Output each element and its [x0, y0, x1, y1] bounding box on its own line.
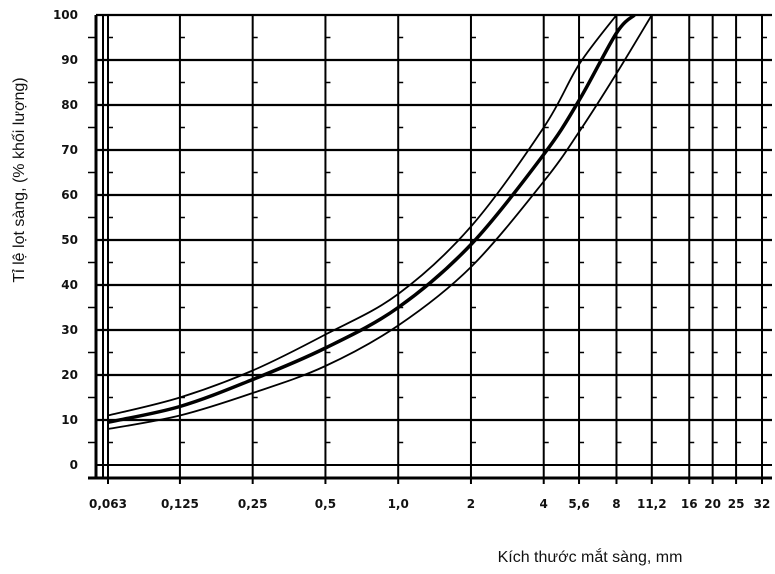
series-group [107, 15, 653, 430]
y-tick-label: 70 [61, 143, 78, 157]
y-tick-label: 30 [61, 323, 78, 337]
y-tick-label: 10 [61, 413, 78, 427]
x-tick-label: 11,2 [637, 497, 667, 511]
y-tick-label: 80 [61, 98, 78, 112]
y-tick-label: 0 [70, 458, 78, 472]
x-tick-label: 32 [754, 497, 771, 511]
x-tick-label: 2 [467, 497, 475, 511]
series-line-1 [107, 15, 636, 425]
y-tick-label: 100 [53, 8, 78, 22]
x-tick-label: 25 [728, 497, 745, 511]
x-tick-label: 1,0 [388, 497, 409, 511]
y-tick-label: 40 [61, 278, 78, 292]
x-tick-label: 4 [540, 497, 548, 511]
series-line-2 [107, 15, 653, 430]
x-tick-label: 16 [681, 497, 698, 511]
x-tick-label: 5,6 [568, 497, 589, 511]
x-tick-label: 0,125 [161, 497, 199, 511]
grid [88, 13, 772, 484]
x-tick-label: 8 [612, 497, 620, 511]
series-line-0 [107, 15, 618, 417]
x-tick-label: 0,5 [315, 497, 336, 511]
tick-labels: 0 10 20 30 40 50 60 70 80 90 100 0,063 0,125 0,25 0,5 1… [53, 8, 770, 511]
x-tick-label: 20 [704, 497, 721, 511]
y-tick-label: 50 [61, 233, 78, 247]
y-axis-title: Tỉ lệ lọt sàng, (% khối lượng) [11, 77, 28, 282]
x-tick-label: 0,063 [89, 497, 127, 511]
x-axis-title: Kích thước mắt sàng, mm [498, 547, 683, 566]
y-tick-label: 20 [61, 368, 78, 382]
x-tick-label: 0,25 [238, 497, 268, 511]
y-tick-label: 60 [61, 188, 78, 202]
y-tick-label: 90 [61, 53, 78, 67]
